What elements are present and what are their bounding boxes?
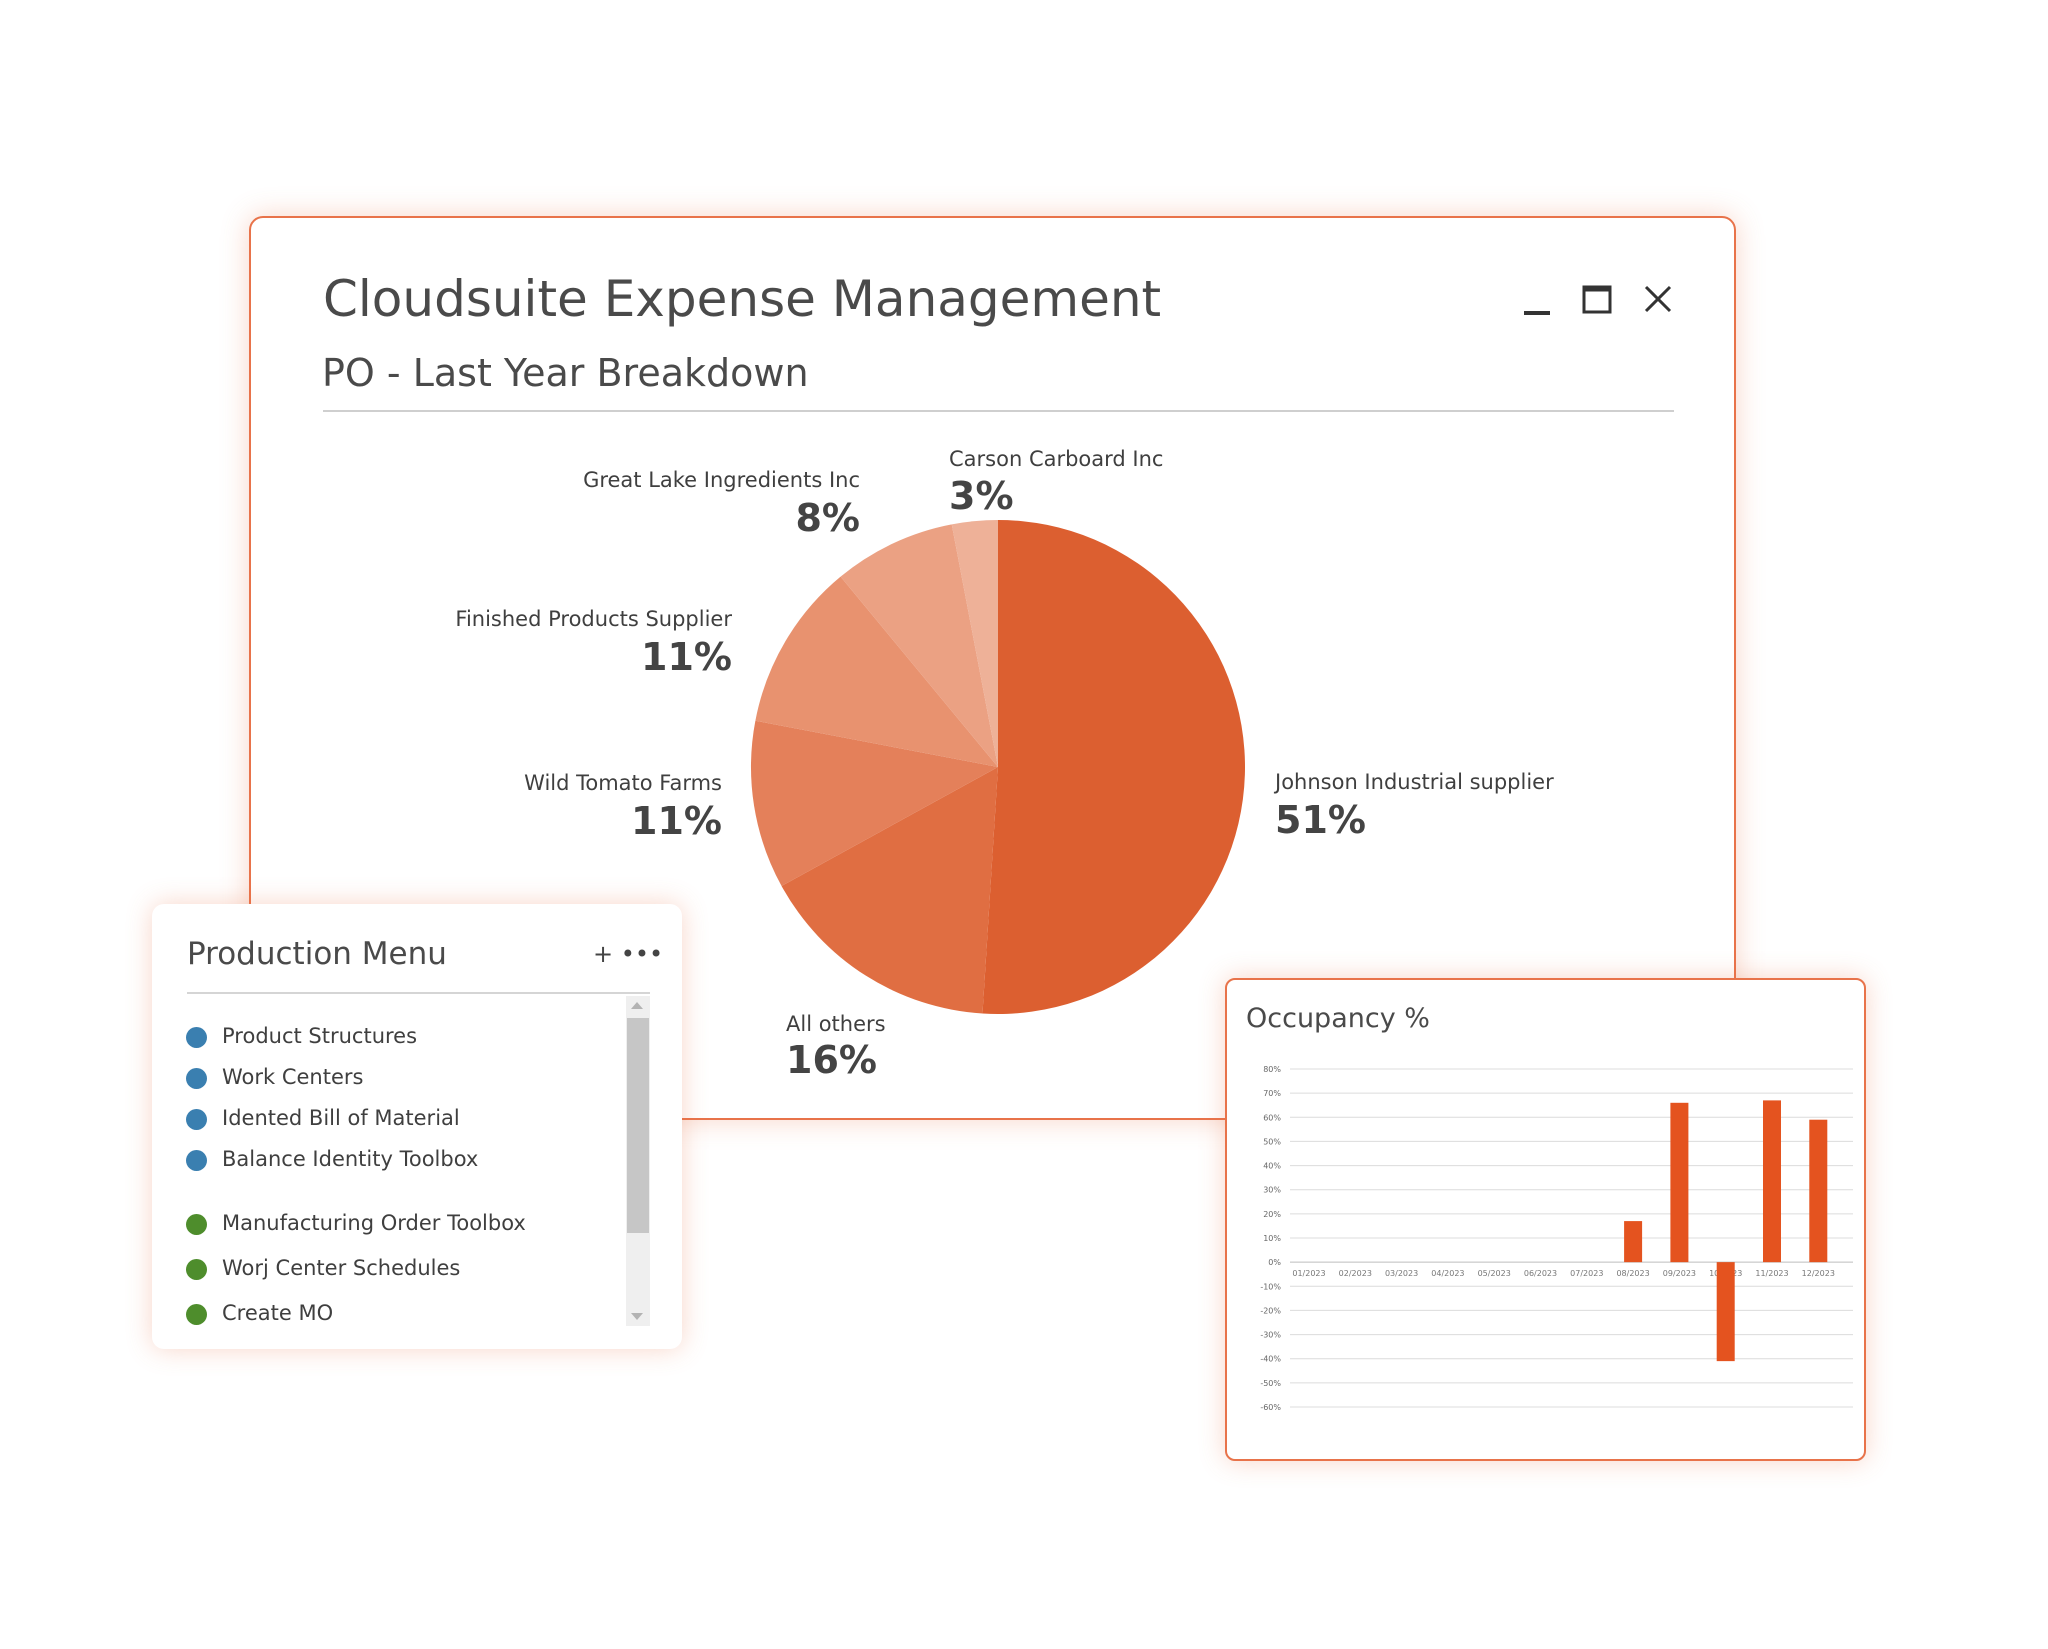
pie-label-carson: Carson Carboard Inc	[949, 447, 1164, 471]
x-tick-label: 01/2023	[1292, 1269, 1325, 1278]
blue-dot-icon	[186, 1109, 207, 1130]
blue-dot-icon	[186, 1068, 207, 1089]
pie-pct-finished-products: 11%	[641, 635, 732, 679]
maximize-button[interactable]	[1581, 283, 1615, 317]
green-dot-icon	[186, 1214, 207, 1235]
pie-label-wild-tomato: Wild Tomato Farms	[524, 771, 722, 795]
menu-item-label: Worj Center Schedules	[222, 1256, 461, 1280]
y-tick-label: -50%	[1260, 1379, 1281, 1388]
production-menu-title: Production Menu	[187, 936, 447, 972]
pie-label-finished-products: Finished Products Supplier	[455, 607, 732, 631]
x-tick-label: 04/2023	[1431, 1269, 1464, 1278]
y-tick-label: 30%	[1263, 1186, 1281, 1195]
pie-pct-wild-tomato: 11%	[631, 799, 722, 843]
x-tick-label: 07/2023	[1570, 1269, 1603, 1278]
bar-10/2023	[1716, 1262, 1735, 1362]
menu-item-label: Manufacturing Order Toolbox	[222, 1211, 526, 1235]
chart-subtitle: PO - Last Year Breakdown	[322, 351, 809, 395]
occupancy-title: Occupancy %	[1246, 1003, 1430, 1034]
production-menu-divider	[187, 992, 650, 994]
menu-item-label: Product Structures	[222, 1024, 418, 1048]
close-icon	[1644, 285, 1672, 313]
y-tick-label: -60%	[1260, 1403, 1281, 1412]
pie-slice-5	[951, 520, 998, 767]
y-tick-label: 20%	[1263, 1210, 1281, 1219]
x-tick-label: 06/2023	[1524, 1269, 1557, 1278]
close-button[interactable]	[1642, 283, 1676, 317]
pie-pct-johnson: 51%	[1275, 798, 1366, 842]
scrollbar-thumb[interactable]	[627, 1018, 649, 1233]
pie-slice-2	[751, 720, 998, 886]
pie-label-johnson: Johnson Industrial supplier	[1275, 770, 1554, 794]
pie-chart	[751, 520, 1246, 1014]
minimize-icon	[1524, 311, 1550, 315]
y-tick-label: -30%	[1260, 1331, 1281, 1340]
x-tick-label: 09/2023	[1663, 1269, 1696, 1278]
menu-scrollbar[interactable]	[626, 996, 650, 1326]
menu-item-idented-bill[interactable]: Idented Bill of Material	[186, 1106, 606, 1136]
y-tick-label: 70%	[1263, 1089, 1281, 1098]
blue-dot-icon	[186, 1027, 207, 1048]
menu-item-balance-identity[interactable]: Balance Identity Toolbox	[186, 1147, 606, 1177]
menu-item-label: Balance Identity Toolbox	[222, 1147, 479, 1171]
scroll-down-icon[interactable]	[631, 1313, 643, 1320]
x-tick-label: 03/2023	[1385, 1269, 1418, 1278]
menu-item-manufacturing-order[interactable]: Manufacturing Order Toolbox	[186, 1211, 606, 1241]
x-tick-label: 11/2023	[1755, 1269, 1788, 1278]
scroll-up-icon[interactable]	[631, 1002, 643, 1009]
y-tick-label: 0%	[1268, 1258, 1281, 1267]
x-tick-label: 02/2023	[1339, 1269, 1372, 1278]
green-dot-icon	[186, 1304, 207, 1325]
y-tick-label: 80%	[1263, 1065, 1281, 1074]
y-tick-label: 50%	[1263, 1137, 1281, 1146]
occupancy-panel: Occupancy % 80% 70% 60% 50% 40% 30% 20% 10% 0% -1…	[1225, 978, 1866, 1461]
pie-label-great-lake: Great Lake Ingredients Inc	[583, 468, 860, 492]
maximize-icon	[1582, 285, 1612, 314]
menu-item-work-centers[interactable]: Work Centers	[186, 1065, 606, 1095]
production-menu-actions[interactable]: + •••	[593, 940, 664, 968]
y-tick-label: 10%	[1263, 1234, 1281, 1243]
green-dot-icon	[186, 1259, 207, 1280]
pie-pct-all-others: 16%	[786, 1038, 877, 1082]
menu-item-label: Work Centers	[222, 1065, 364, 1089]
bar-11/2023	[1763, 1100, 1781, 1263]
bar-12/2023	[1809, 1119, 1828, 1263]
y-tick-label: -40%	[1260, 1355, 1281, 1364]
pie-slice-1	[781, 767, 998, 1014]
blue-dot-icon	[186, 1150, 207, 1171]
menu-item-worj-center[interactable]: Worj Center Schedules	[186, 1256, 606, 1286]
pie-pct-great-lake: 8%	[795, 496, 860, 540]
occupancy-bar-chart: 80% 70% 60% 50% 40% 30% 20% 10% 0% -10% -20% -30% -4…	[1260, 1065, 1853, 1412]
menu-item-label: Create MO	[222, 1301, 334, 1325]
bar-09/2023	[1670, 1102, 1689, 1263]
minimize-button[interactable]	[1521, 283, 1555, 317]
pie-pct-carson: 3%	[949, 474, 1014, 518]
production-menu-panel: Production Menu + ••• Product Structures…	[152, 904, 682, 1349]
y-tick-label: -10%	[1260, 1282, 1281, 1291]
menu-item-product-structures[interactable]: Product Structures	[186, 1024, 606, 1054]
pie-slice-3	[755, 576, 998, 767]
x-tick-label: 12/2023	[1802, 1269, 1835, 1278]
bar-08/2023	[1624, 1221, 1643, 1263]
title-divider	[323, 410, 1674, 412]
x-tick-label: 08/2023	[1616, 1269, 1649, 1278]
pie-label-all-others: All others	[786, 1012, 886, 1036]
window-title: Cloudsuite Expense Management	[323, 270, 1162, 328]
x-tick-label: 05/2023	[1478, 1269, 1511, 1278]
pie-slice-4	[840, 524, 998, 767]
y-tick-label: 60%	[1263, 1113, 1281, 1122]
menu-item-label: Idented Bill of Material	[222, 1106, 460, 1130]
menu-item-create-mo[interactable]: Create MO	[186, 1301, 606, 1331]
pie-slice-0	[982, 520, 1246, 1014]
y-tick-label: 40%	[1263, 1162, 1281, 1171]
y-tick-label: -20%	[1260, 1306, 1281, 1315]
